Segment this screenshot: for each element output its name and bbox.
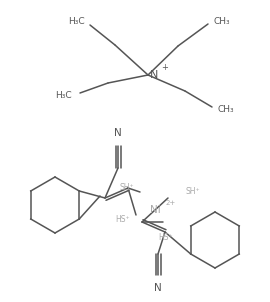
Text: 2+: 2+ (166, 200, 176, 206)
Text: HS⁺: HS⁺ (158, 233, 173, 243)
Text: SH⁺: SH⁺ (119, 184, 134, 192)
Text: SH⁺: SH⁺ (186, 188, 201, 197)
Text: H₃C: H₃C (55, 91, 72, 99)
Text: N: N (150, 70, 158, 80)
Text: Ni: Ni (150, 205, 161, 215)
Text: H₃C: H₃C (68, 17, 85, 25)
Text: HS⁺: HS⁺ (115, 216, 130, 224)
Text: N: N (114, 128, 122, 138)
Text: +: + (161, 63, 168, 72)
Text: CH₃: CH₃ (213, 17, 230, 25)
Text: N: N (154, 283, 162, 293)
Text: CH₃: CH₃ (217, 105, 234, 114)
